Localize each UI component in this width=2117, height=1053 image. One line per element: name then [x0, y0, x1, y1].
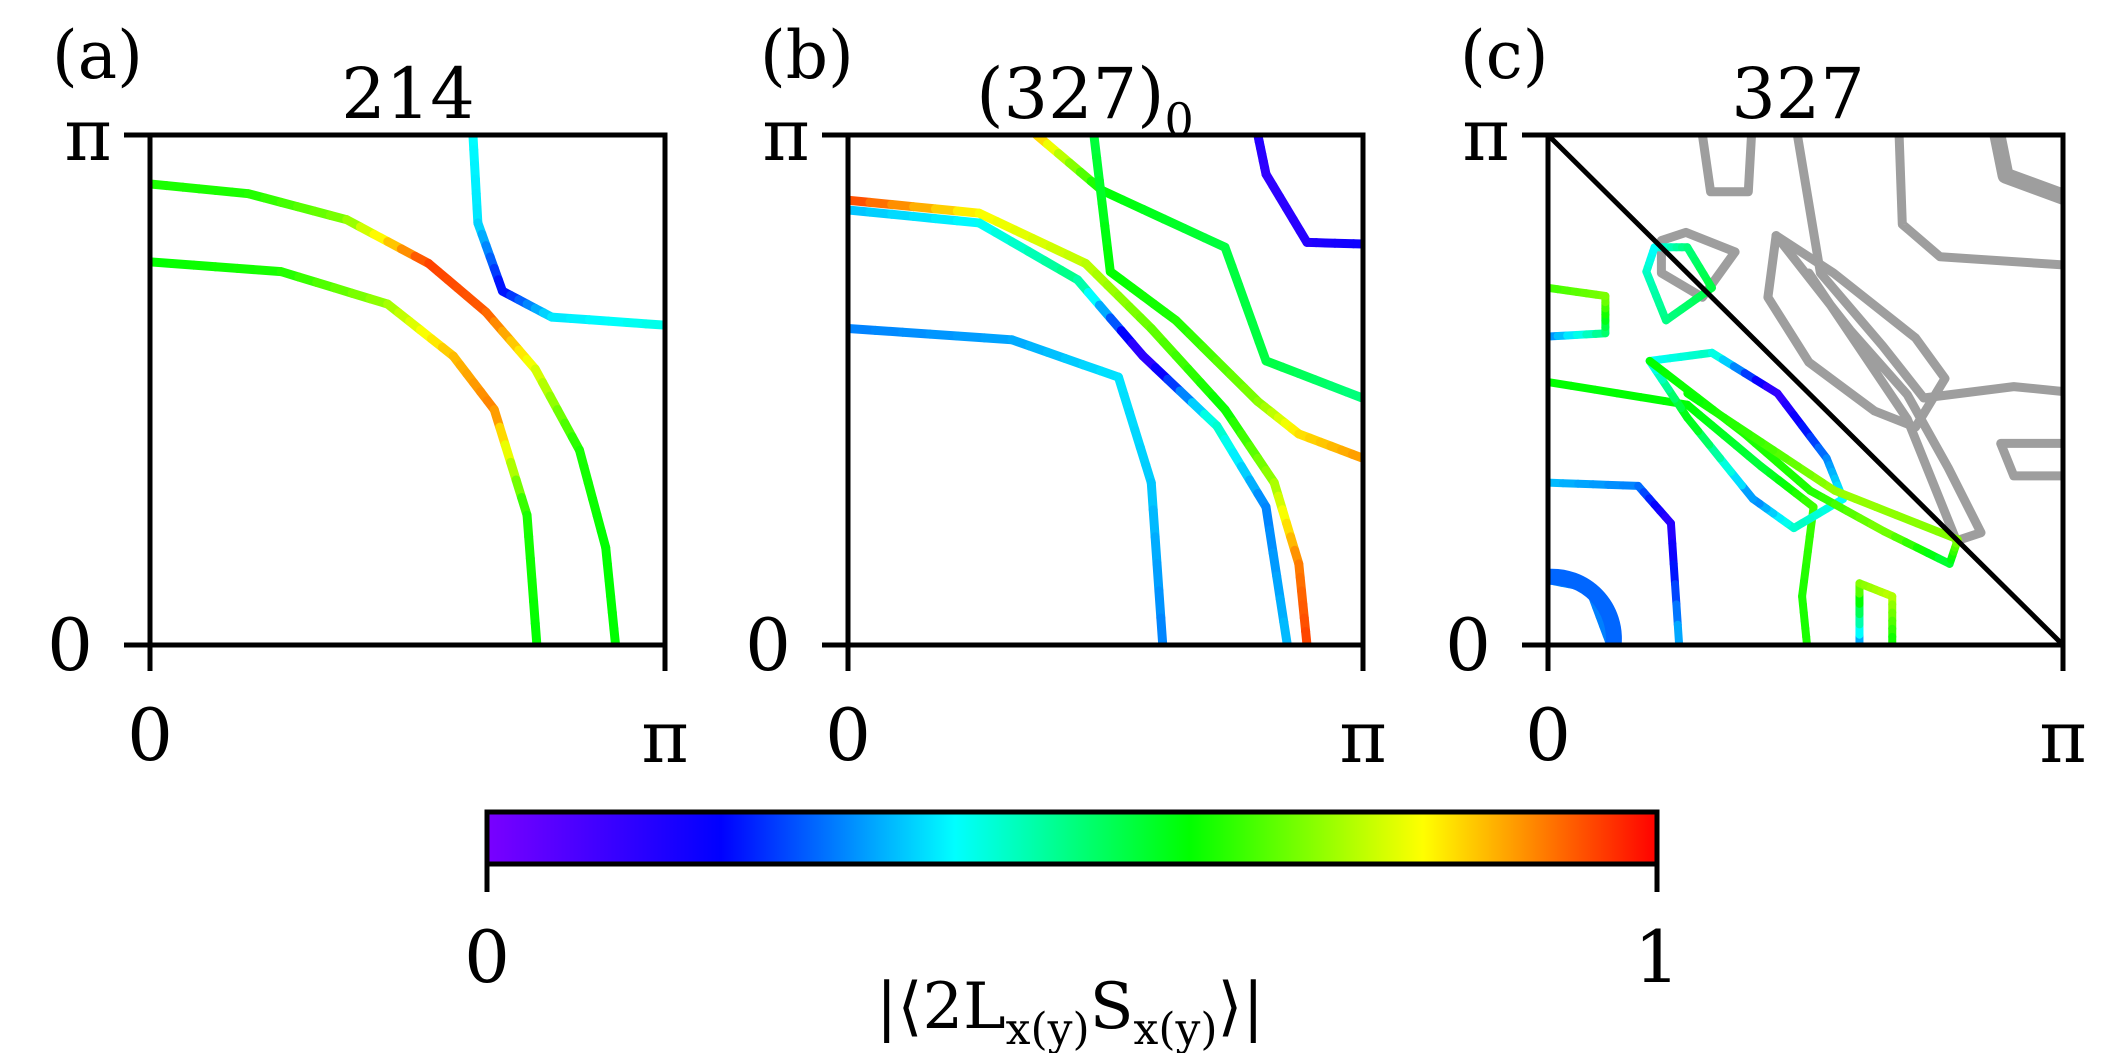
- fermi-surface-segment-0: [609, 624, 621, 645]
- c-ytick-pi: π: [1462, 93, 1509, 177]
- b-ytick-0: 0: [745, 603, 791, 687]
- c-xtick-0: 0: [1525, 693, 1571, 777]
- panel-c-grey-curves: [1656, 135, 2063, 546]
- panel-a-frame: [147, 132, 668, 648]
- panel-a-label: (a): [52, 17, 143, 94]
- cb-label-b: S: [1090, 970, 1134, 1044]
- a-ytick-0: 0: [47, 603, 93, 687]
- fermi-surface-segment-2: [641, 319, 665, 330]
- panel-c-frame: [1545, 132, 2066, 648]
- grey-fermi-surface-curve: [1792, 135, 2063, 403]
- panel-a-title: 214: [341, 53, 475, 135]
- fermi-surface-segment-3: [1342, 387, 1363, 403]
- grey-fermi-surface-curve: [1989, 135, 2063, 205]
- colorbar-max-label: 1: [1634, 915, 1680, 999]
- cb-label-a: |⟨2L: [876, 970, 1006, 1044]
- panel-b-title: (327)0: [976, 53, 1194, 147]
- a-xtick-0: 0: [127, 693, 173, 777]
- fermi-surface-segment-2: [952, 331, 990, 343]
- panel-b-frame: [845, 132, 1366, 648]
- tick-marks: [124, 132, 2066, 671]
- fermi-surface-segment-2: [1152, 559, 1164, 596]
- a-xtick-pi: π: [641, 695, 688, 779]
- grey-fermi-surface-curve: [1763, 231, 1950, 432]
- panel-c-label: (c): [1460, 17, 1548, 94]
- colorbar: [484, 809, 1660, 867]
- grey-fermi-surface-curve: [1996, 438, 2063, 481]
- fermi-surface-segment-1: [1279, 617, 1292, 645]
- cb-label-c: ⟩|: [1218, 970, 1265, 1044]
- cb-label-sub2: x(y): [1134, 1004, 1218, 1053]
- grey-fermi-surface-curve: [1697, 135, 1756, 197]
- fermi-surface-segment-2: [1150, 532, 1162, 569]
- panel-c-diagonal: [1546, 133, 2065, 647]
- fermi-surface-segment-1: [1673, 620, 1684, 645]
- fermi-surface-segment-2: [1156, 613, 1168, 645]
- fermi-surface-segment-5: [1649, 243, 1659, 256]
- panel-b-title-main: (327): [976, 53, 1164, 135]
- colorbar-label: |⟨2Lx(y)Sx(y)⟩|: [876, 970, 1264, 1053]
- panel-b-title-sub: 0: [1164, 93, 1193, 147]
- b-xtick-0: 0: [825, 693, 871, 777]
- fermi-surface-segment-2: [848, 323, 880, 335]
- fermi-surface-segment-2: [1154, 586, 1166, 623]
- cb-label-sub1: x(y): [1006, 1004, 1090, 1053]
- fermi-surface-segment-2: [925, 329, 962, 341]
- gamma-pocket: [1548, 568, 1622, 645]
- fermi-surface-segment-2: [870, 325, 908, 337]
- fermi-surface-segment-1: [530, 618, 542, 645]
- grey-fermi-surface-curve: [1894, 135, 2063, 270]
- colorbar-min-label: 0: [464, 915, 510, 999]
- b-ytick-pi: π: [762, 93, 809, 177]
- grey-fermi-surface-curve: [1771, 231, 1986, 546]
- panel-b-label: (b): [760, 17, 854, 94]
- panel-a-curves: [150, 135, 665, 645]
- c-ytick-0: 0: [1445, 603, 1491, 687]
- c-xtick-pi: π: [2039, 695, 2086, 779]
- fermi-surface-segment-2: [980, 333, 1017, 345]
- panel-c-curves: [1548, 243, 1962, 645]
- a-ytick-pi: π: [64, 93, 111, 177]
- b-xtick-pi: π: [1339, 695, 1386, 779]
- grey-fermi-surface-curve: [1656, 227, 1740, 302]
- fermi-surface-segment-2: [1146, 478, 1158, 515]
- fermi-surface-segment-2: [1148, 505, 1160, 542]
- fermi-surface-segment-2: [898, 327, 935, 339]
- panel-c-title: 327: [1731, 53, 1865, 135]
- fermi-surface-segment-7: [1683, 389, 1704, 406]
- panel-b-curves: [848, 135, 1363, 645]
